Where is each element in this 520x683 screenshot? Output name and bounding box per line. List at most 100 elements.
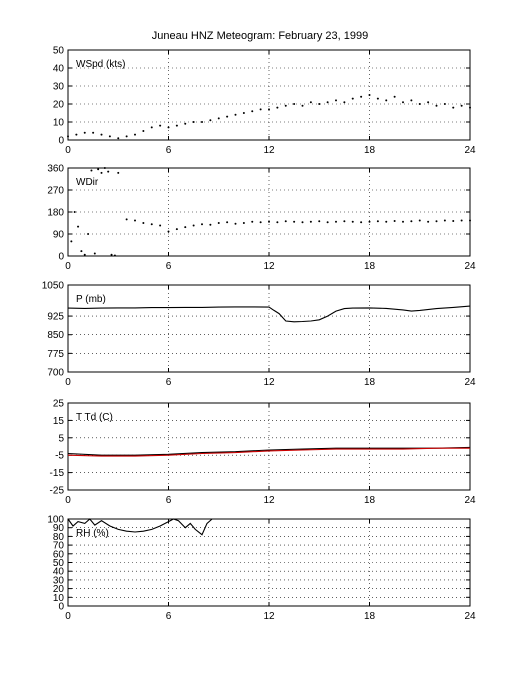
panel-label: RH (%) [76, 528, 109, 539]
data-point [452, 220, 455, 223]
data-point [100, 171, 103, 174]
y-tick-label: 360 [47, 164, 64, 175]
data-point [92, 131, 95, 134]
data-point [125, 218, 128, 221]
data-point [90, 169, 93, 172]
y-tick-label: 25 [53, 399, 65, 410]
data-point [351, 220, 354, 223]
x-tick-label: 6 [166, 261, 172, 272]
x-tick-label: 24 [464, 377, 476, 388]
y-tick-label: 90 [53, 230, 65, 241]
x-tick-label: 12 [263, 495, 275, 506]
data-point [117, 171, 120, 174]
data-point [134, 219, 136, 222]
data-point [418, 103, 421, 105]
data-point [268, 108, 270, 111]
data-point [142, 222, 145, 224]
data-point [83, 253, 86, 256]
y-tick-label: 10 [53, 118, 65, 129]
data-point [192, 224, 195, 227]
axes-frame [67, 402, 471, 491]
y-tick-label: 40 [53, 64, 65, 75]
data-point [175, 228, 178, 231]
data-point [97, 168, 100, 171]
data-point [75, 133, 78, 136]
data-point [402, 220, 404, 223]
y-tick-label: 20 [53, 584, 65, 595]
data-point [217, 222, 220, 224]
data-point [335, 99, 337, 102]
data-point [385, 220, 388, 223]
data-point [73, 211, 76, 213]
x-tick-label: 12 [263, 145, 275, 156]
panel-label: T Td (C) [76, 412, 113, 423]
x-tick-label: 12 [263, 261, 275, 272]
y-tick-label: 10 [53, 593, 65, 604]
x-tick-label: 24 [464, 261, 476, 272]
data-point [435, 220, 438, 223]
data-point [226, 221, 229, 224]
data-point [159, 224, 162, 227]
data-point [201, 121, 203, 123]
x-tick-label: 6 [166, 611, 172, 622]
data-point [234, 222, 237, 225]
y-tick-label: 70 [53, 541, 65, 552]
x-tick-label: 12 [263, 377, 275, 388]
data-point [368, 94, 371, 96]
y-tick-label: -15 [50, 468, 65, 479]
data-point [100, 133, 103, 136]
y-tick-label: -5 [55, 451, 64, 462]
data-point [335, 220, 337, 223]
data-point [469, 219, 471, 222]
series-line-0 [67, 446, 471, 456]
data-point [268, 220, 270, 223]
data-point [83, 131, 86, 134]
x-tick-label: 0 [65, 611, 71, 622]
data-point [80, 250, 83, 253]
data-point [70, 240, 73, 243]
data-point [326, 221, 329, 224]
data-point [175, 124, 178, 127]
panel-3: 0 6 12 18 24 -25 -15 -5 5 15 25 T Td (C) [50, 399, 476, 507]
y-tick-label: 90 [53, 523, 65, 534]
y-tick-label: 5 [58, 433, 64, 444]
y-tick-label: 850 [47, 330, 64, 341]
panel-label: WSpd (kts) [76, 59, 125, 70]
panel-2: 0 6 12 18 24 700 775 850 925 1050 P (mb) [42, 281, 476, 389]
x-tick-label: 18 [364, 145, 376, 156]
data-point [134, 133, 136, 136]
x-tick-label: 0 [65, 495, 71, 506]
data-point [351, 97, 354, 100]
data-point [410, 99, 413, 102]
data-point [110, 253, 113, 256]
data-point [276, 106, 279, 109]
data-point [402, 101, 404, 104]
data-point [376, 220, 379, 223]
series-line-0 [67, 305, 471, 323]
y-tick-label: 30 [53, 575, 65, 586]
data-point [192, 121, 195, 123]
data-point [301, 104, 304, 107]
data-point [259, 221, 262, 224]
x-tick-label: 18 [364, 377, 376, 388]
data-point [217, 117, 220, 120]
data-point [343, 220, 346, 223]
data-point [150, 126, 153, 129]
x-tick-label: 18 [364, 495, 376, 506]
data-point [107, 170, 110, 173]
data-point [410, 220, 413, 223]
data-point [393, 220, 396, 223]
x-tick-label: 6 [166, 145, 172, 156]
axes-frame [67, 284, 471, 373]
data-point [443, 103, 446, 105]
y-tick-label: 0 [58, 252, 64, 263]
x-tick-label: 24 [464, 495, 476, 506]
series-line-1 [67, 447, 470, 457]
y-tick-label: 50 [53, 558, 65, 569]
data-point [360, 221, 363, 224]
data-point [469, 106, 471, 109]
data-point [108, 135, 111, 138]
data-point [385, 99, 388, 102]
